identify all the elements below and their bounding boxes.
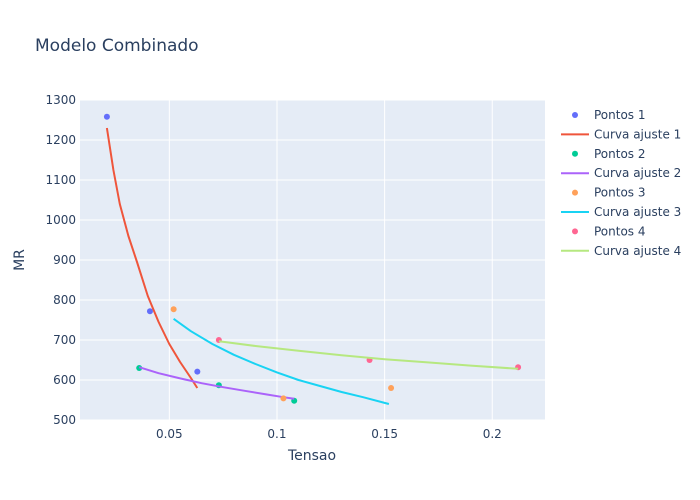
legend-item-pontos-4[interactable]: Pontos 4 <box>572 224 646 238</box>
legend-label: Curva ajuste 1 <box>594 127 681 141</box>
legend-marker-symbol <box>572 150 578 157</box>
legend-label: Curva ajuste 3 <box>594 205 681 219</box>
chart-title: Modelo Combinado <box>35 36 199 56</box>
y-axis-ticks: 500 600 700 800 900 1000 1100 1200 1300 <box>45 93 76 427</box>
legend-item-curva-ajuste-2[interactable]: Curva ajuste 2 <box>561 166 681 180</box>
legend-label: Pontos 2 <box>594 147 646 161</box>
grid <box>80 99 545 421</box>
legend-item-pontos-2[interactable]: Pontos 2 <box>572 147 646 161</box>
legend-item-curva-ajuste-1[interactable]: Curva ajuste 1 <box>561 127 681 141</box>
y-tick-label: 1300 <box>45 93 76 107</box>
legend-label: Pontos 4 <box>594 224 646 238</box>
legend-label: Curva ajuste 2 <box>594 166 681 180</box>
x-tick-label: 0.05 <box>156 427 183 441</box>
data-point-pontos-1 <box>194 368 201 375</box>
y-tick-label: 1100 <box>45 173 76 187</box>
y-axis-title: MR <box>12 249 28 271</box>
y-tick-label: 1000 <box>45 213 76 227</box>
data-point-pontos-3 <box>388 385 395 391</box>
legend-item-pontos-1[interactable]: Pontos 1 <box>572 108 646 122</box>
legend-marker-symbol <box>572 228 578 235</box>
legend-marker-symbol <box>572 189 578 196</box>
x-axis-ticks: 0.05 0.1 0.15 0.2 <box>156 427 502 441</box>
y-tick-label: 700 <box>53 333 76 347</box>
legend-marker-symbol <box>572 112 578 118</box>
legend-item-curva-ajuste-3[interactable]: Curva ajuste 3 <box>561 205 681 219</box>
series-line-curva-ajuste-2 <box>138 366 295 400</box>
x-tick-label: 0.2 <box>483 427 502 441</box>
traces <box>103 113 522 405</box>
series-line-curva-ajuste-4 <box>218 340 519 370</box>
y-tick-label: 800 <box>53 293 76 307</box>
data-point-pontos-3 <box>170 306 177 313</box>
x-tick-label: 0.1 <box>267 427 286 441</box>
legend-label: Pontos 3 <box>594 186 646 200</box>
data-point-pontos-1 <box>146 308 153 315</box>
y-tick-label: 600 <box>53 373 76 387</box>
x-tick-label: 0.15 <box>371 427 398 441</box>
y-tick-label: 900 <box>53 253 76 267</box>
legend-item-pontos-3[interactable]: Pontos 3 <box>572 186 646 200</box>
legend-label: Pontos 1 <box>594 108 646 122</box>
legend[interactable]: Pontos 1 Curva ajuste 1 Pontos 2 Curva ajus… <box>561 108 681 258</box>
series-line-curva-ajuste-3 <box>173 317 390 405</box>
series-line-curva-ajuste-1 <box>105 127 199 389</box>
legend-label: Curva ajuste 4 <box>594 244 681 258</box>
legend-item-curva-ajuste-4[interactable]: Curva ajuste 4 <box>561 244 681 258</box>
y-tick-label: 500 <box>53 413 76 427</box>
y-tick-label: 1200 <box>45 133 76 147</box>
data-point-pontos-1 <box>103 113 110 120</box>
data-point-pontos-3 <box>280 395 287 402</box>
x-axis-title: Tensao <box>287 448 336 464</box>
